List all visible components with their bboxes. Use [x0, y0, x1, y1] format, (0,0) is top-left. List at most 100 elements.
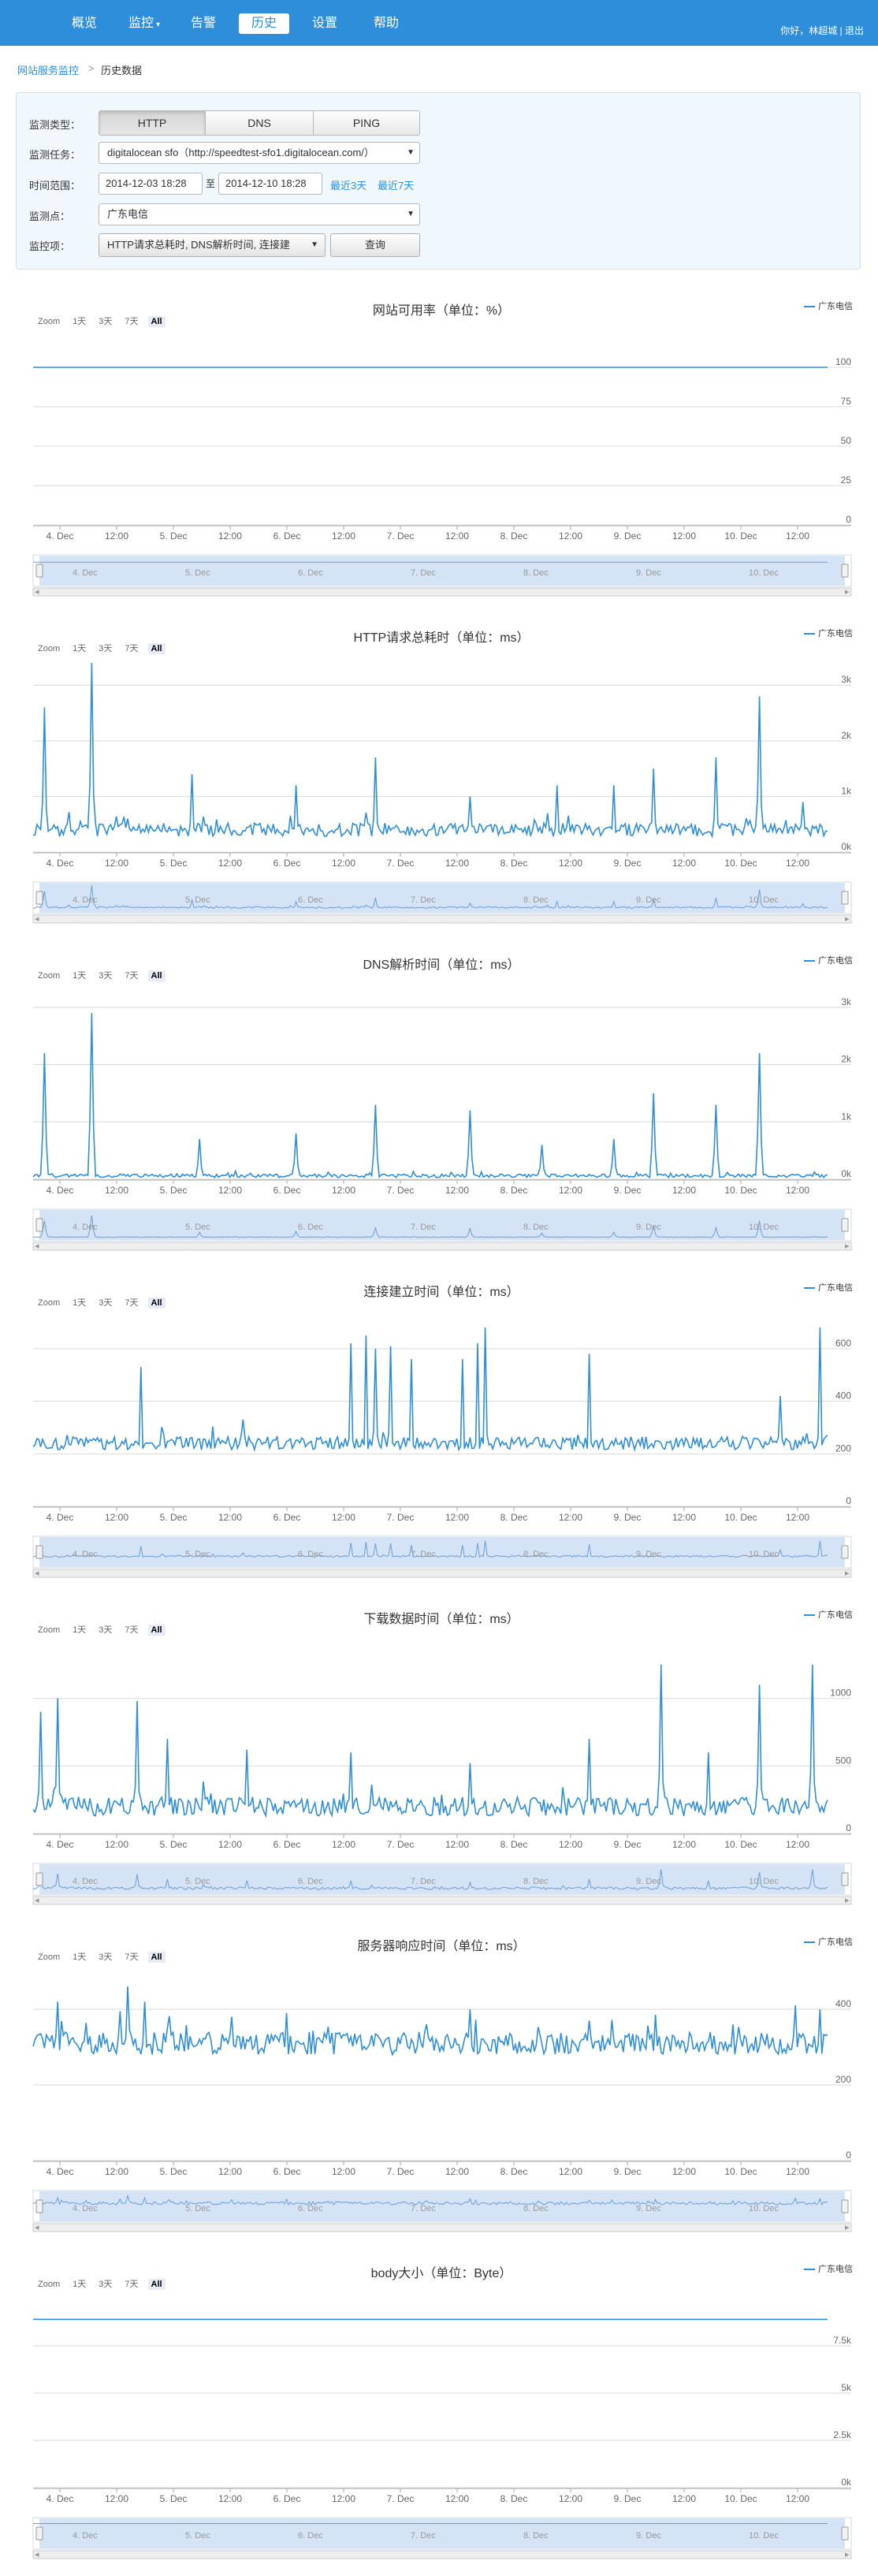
breadcrumb-root-link[interactable]: 网站服务监控: [17, 65, 80, 76]
series-line[interactable]: [32, 662, 828, 839]
zoom-option-button[interactable]: All: [147, 643, 166, 654]
chart-legend-item[interactable]: 广东电信: [804, 1935, 853, 1948]
navigator-scrollbar[interactable]: [32, 587, 852, 597]
zoom-option-button[interactable]: 3天: [99, 1298, 113, 1308]
navigator-handle[interactable]: [35, 564, 43, 578]
series-line[interactable]: [32, 1986, 828, 2057]
zoom-option-button[interactable]: 3天: [99, 644, 113, 653]
zoom-option-button[interactable]: 7天: [125, 971, 139, 981]
zoom-option-button[interactable]: All: [147, 1952, 166, 1963]
nav-settings[interactable]: 设置: [311, 17, 337, 30]
chart-legend-item[interactable]: 广东电信: [804, 300, 853, 312]
zoom-option-button[interactable]: 7天: [125, 2280, 139, 2289]
navigator-handle[interactable]: [841, 1872, 849, 1886]
zoom-option-button[interactable]: All: [147, 970, 166, 981]
navigator-handle[interactable]: [841, 1545, 849, 1559]
type-http-button[interactable]: HTTP: [99, 110, 206, 136]
zoom-option-button[interactable]: 7天: [125, 1952, 139, 1962]
series-line[interactable]: [32, 1013, 828, 1179]
zoom-option-button[interactable]: 1天: [73, 1298, 87, 1308]
chart-legend-item[interactable]: 广东电信: [804, 954, 853, 966]
scroll-right-arrow-icon[interactable]: ▸: [845, 587, 850, 597]
type-ping-button[interactable]: PING: [313, 110, 420, 136]
navigator-selection[interactable]: [39, 1537, 845, 1567]
zoom-option-button[interactable]: 7天: [125, 644, 139, 653]
navigator-handle[interactable]: [35, 891, 43, 905]
navigator-handle[interactable]: [841, 2199, 849, 2213]
scroll-right-arrow-icon[interactable]: ▸: [845, 914, 850, 924]
query-button[interactable]: 查询: [330, 233, 420, 257]
navigator-selection[interactable]: [39, 2191, 845, 2221]
navigator-selection[interactable]: [39, 2518, 845, 2548]
zoom-option-button[interactable]: All: [147, 316, 166, 327]
navigator-handle[interactable]: [841, 1218, 849, 1232]
zoom-option-button[interactable]: 3天: [99, 1625, 113, 1635]
monitor-task-select[interactable]: digitalocean sfo（http://speedtest-sfo1.d…: [99, 142, 420, 164]
navigator-handle[interactable]: [35, 1218, 43, 1232]
navigator-handle[interactable]: [841, 891, 849, 905]
navigator-selection[interactable]: [39, 556, 845, 586]
nav-history[interactable]: 历史: [239, 13, 289, 34]
zoom-option-button[interactable]: 3天: [99, 317, 113, 326]
scroll-left-arrow-icon[interactable]: ◂: [35, 1569, 39, 1578]
nav-overview[interactable]: 概览: [71, 17, 97, 30]
scroll-right-arrow-icon[interactable]: ▸: [845, 2223, 850, 2232]
zoom-option-button[interactable]: 3天: [99, 1952, 113, 1962]
zoom-option-button[interactable]: 7天: [125, 317, 139, 326]
zoom-option-button[interactable]: 1天: [73, 317, 87, 326]
zoom-option-button[interactable]: 1天: [73, 1625, 87, 1635]
nav-monitor[interactable]: 监控 ▾: [120, 13, 169, 34]
navigator-handle[interactable]: [35, 2199, 43, 2213]
zoom-option-button[interactable]: 7天: [125, 1625, 139, 1635]
navigator-selection[interactable]: [39, 883, 845, 913]
scroll-right-arrow-icon[interactable]: ▸: [845, 1241, 850, 1251]
zoom-option-button[interactable]: 1天: [73, 971, 87, 981]
navigator-handle[interactable]: [35, 1872, 43, 1886]
nav-help[interactable]: 帮助: [373, 17, 399, 30]
metric-multiselect[interactable]: HTTP请求总耗时, DNS解析时间, 连接建 ▼: [99, 233, 326, 257]
zoom-option-button[interactable]: 7天: [125, 1298, 139, 1308]
chart-legend-item[interactable]: 广东电信: [804, 627, 853, 639]
navigator-scrollbar[interactable]: [32, 2550, 852, 2559]
user-greeting-logout[interactable]: 你好，林超城 | 退出: [780, 25, 864, 36]
navigator-scrollbar[interactable]: [32, 1896, 852, 1905]
scroll-left-arrow-icon[interactable]: ◂: [35, 2550, 39, 2559]
zoom-option-button[interactable]: All: [147, 1625, 166, 1636]
navigator-handle[interactable]: [841, 564, 849, 578]
zoom-option-button[interactable]: 1天: [73, 644, 87, 653]
navigator-scrollbar[interactable]: [32, 1569, 852, 1578]
navigator-scrollbar[interactable]: [32, 914, 852, 924]
type-dns-button[interactable]: DNS: [205, 110, 314, 136]
navigator-scrollbar[interactable]: [32, 1241, 852, 1251]
navigator-scrollbar[interactable]: [32, 2223, 852, 2232]
scroll-left-arrow-icon[interactable]: ◂: [35, 914, 39, 924]
navigator-selection[interactable]: [39, 1864, 845, 1894]
navigator-handle[interactable]: [35, 2526, 43, 2541]
zoom-option-button[interactable]: 1天: [73, 1952, 87, 1962]
navigator-selection[interactable]: [39, 1210, 845, 1240]
zoom-option-button[interactable]: 3天: [99, 2280, 113, 2289]
scroll-left-arrow-icon[interactable]: ◂: [35, 1896, 39, 1905]
scroll-left-arrow-icon[interactable]: ◂: [35, 587, 39, 597]
zoom-option-button[interactable]: 3天: [99, 971, 113, 981]
nav-alerts[interactable]: 告警: [190, 17, 216, 30]
scroll-left-arrow-icon[interactable]: ◂: [35, 2223, 39, 2232]
scroll-right-arrow-icon[interactable]: ▸: [845, 1896, 850, 1905]
series-line[interactable]: [32, 1664, 828, 1818]
navigator-handle[interactable]: [841, 2526, 849, 2541]
chart-legend-item[interactable]: 广东电信: [804, 2262, 853, 2275]
series-line[interactable]: [32, 1327, 828, 1453]
monitor-node-select[interactable]: 广东电信 ▼: [99, 203, 420, 225]
scroll-right-arrow-icon[interactable]: ▸: [845, 2550, 850, 2559]
last-3-days-link[interactable]: 最近3天: [330, 180, 367, 192]
last-7-days-link[interactable]: 最近7天: [378, 180, 415, 192]
zoom-option-button[interactable]: 1天: [73, 2280, 87, 2289]
zoom-option-button[interactable]: All: [147, 1297, 166, 1308]
range-start-input[interactable]: 2014-12-03 18:28: [99, 173, 203, 195]
chart-legend-item[interactable]: 广东电信: [804, 1608, 853, 1621]
chart-legend-item[interactable]: 广东电信: [804, 1281, 853, 1294]
scroll-left-arrow-icon[interactable]: ◂: [35, 1241, 39, 1251]
zoom-option-button[interactable]: All: [147, 2279, 166, 2290]
range-end-input[interactable]: 2014-12-10 18:28: [218, 173, 322, 195]
navigator-handle[interactable]: [35, 1545, 43, 1559]
